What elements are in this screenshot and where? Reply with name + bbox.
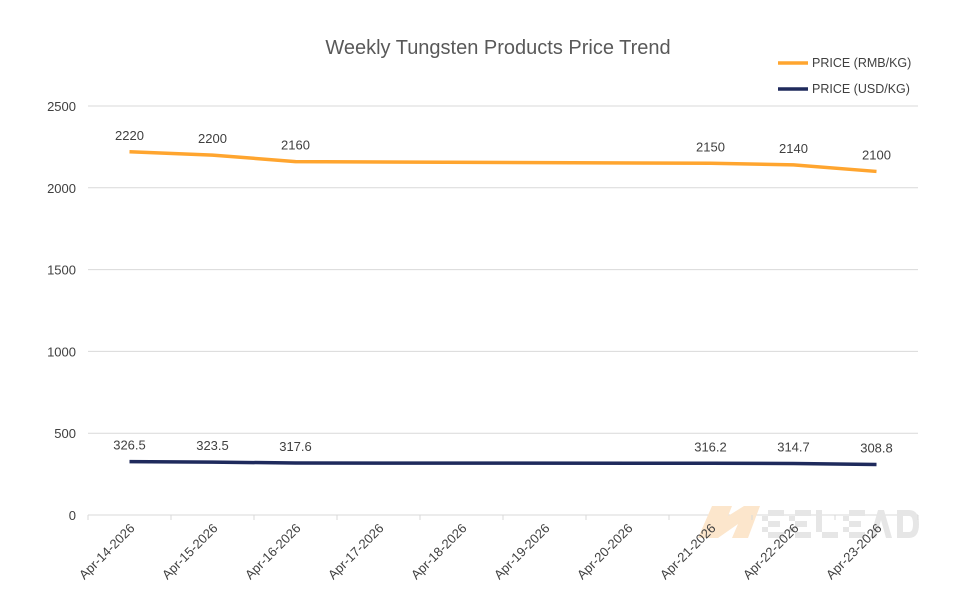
y-tick-label: 2500 xyxy=(47,99,76,114)
watermark-letter xyxy=(897,510,919,538)
x-tick-label: Apr-15-2026 xyxy=(159,521,221,583)
legend-label: PRICE (USD/KG) xyxy=(812,82,910,96)
x-tick-label: Apr-21-2026 xyxy=(657,521,719,583)
data-label: 317.6 xyxy=(279,439,312,454)
data-label: 2140 xyxy=(779,141,808,156)
data-label: 314.7 xyxy=(777,440,810,455)
data-label: 316.2 xyxy=(694,439,727,454)
data-label: 2150 xyxy=(696,139,725,154)
legend: PRICE (RMB/KG) PRICE (USD/KG) xyxy=(778,56,911,96)
x-tick-label: Apr-19-2026 xyxy=(491,521,553,583)
data-label: 323.5 xyxy=(196,438,229,453)
x-tick-label: Apr-14-2026 xyxy=(76,521,138,583)
watermark-letter xyxy=(762,510,784,538)
data-label: 2220 xyxy=(115,128,144,143)
series-line-1 xyxy=(129,459,877,467)
x-tick-label: Apr-23-2026 xyxy=(823,521,885,583)
y-axis: 0 500 1000 1500 2000 2500 xyxy=(47,99,76,523)
chart-title: Weekly Tungsten Products Price Trend xyxy=(325,37,670,59)
watermark-letter xyxy=(789,510,811,538)
y-tick-label: 1000 xyxy=(47,344,76,359)
watermark-letter xyxy=(843,510,865,538)
x-tick-label: Apr-20-2026 xyxy=(574,521,636,583)
data-label: 2160 xyxy=(281,138,310,153)
x-tick-label: Apr-16-2026 xyxy=(242,521,304,583)
data-label: 308.8 xyxy=(860,440,893,455)
y-tick-label: 500 xyxy=(54,426,76,441)
data-label: 326.5 xyxy=(113,438,146,453)
y-tick-label: 0 xyxy=(69,508,76,523)
watermark-letter xyxy=(816,510,838,538)
data-label: 2200 xyxy=(198,131,227,146)
watermark-logo xyxy=(698,506,919,538)
series-lines: 2220 2200 2160 2150 2140 2100 326.5 323.5 317.6 3… xyxy=(113,128,893,467)
x-axis: Apr-14-2026 Apr-15-2026 Apr-16-2026 Apr-17-… xyxy=(76,515,919,583)
x-tick-label: Apr-17-2026 xyxy=(325,521,387,583)
watermark-letter xyxy=(870,510,892,538)
y-tick-label: 1500 xyxy=(47,263,76,278)
y-tick-label: 2000 xyxy=(47,181,76,196)
series-line-0 xyxy=(129,150,877,174)
data-label: 2100 xyxy=(862,147,891,162)
x-tick-label: Apr-18-2026 xyxy=(408,521,470,583)
legend-label: PRICE (RMB/KG) xyxy=(812,56,911,70)
